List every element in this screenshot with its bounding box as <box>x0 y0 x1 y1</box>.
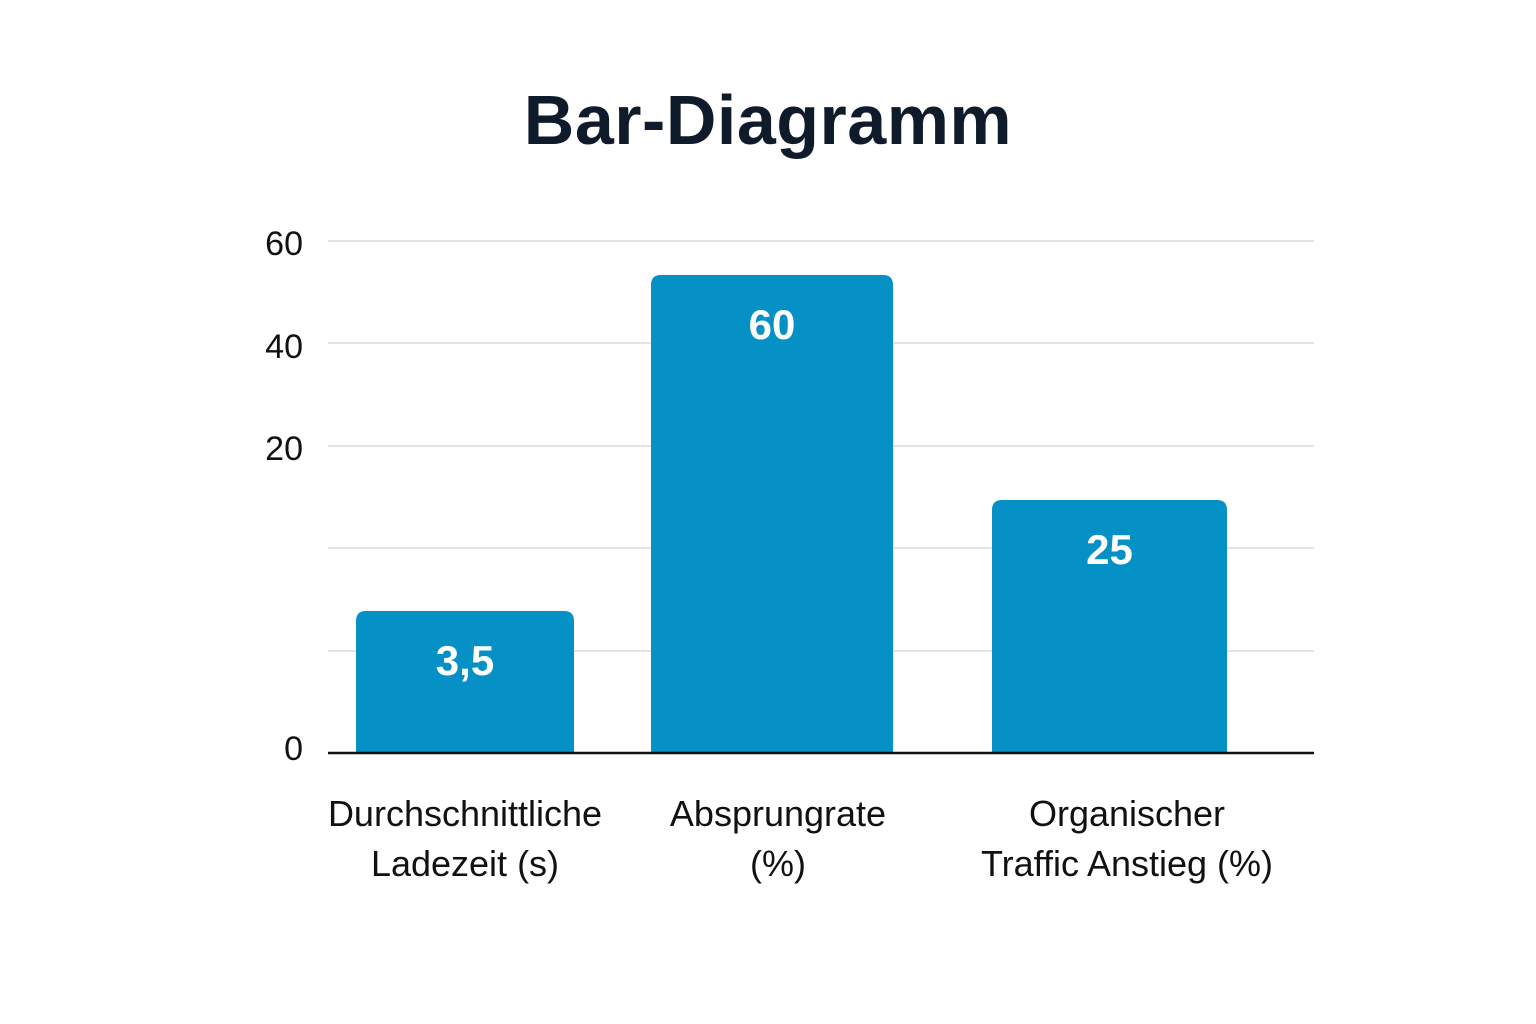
y-axis-ticks: 0 20 40 60 <box>265 225 303 768</box>
bar-value-label: 60 <box>749 301 796 348</box>
bar <box>992 500 1227 753</box>
chart-title: Bar-Diagramm <box>523 81 1013 159</box>
bar <box>651 275 893 753</box>
category-label: Durchschnittliche <box>328 793 602 834</box>
y-tick-label: 20 <box>265 430 303 468</box>
bar <box>356 611 574 753</box>
category-label: Traffic Anstieg (%) <box>981 843 1273 884</box>
bar-value-label: 3,5 <box>436 637 494 684</box>
category-label: Absprungrate <box>670 793 886 834</box>
y-tick-label: 40 <box>265 328 303 366</box>
bar-value-label: 25 <box>1086 526 1133 573</box>
bars: 3,5 60 25 <box>356 275 1227 753</box>
category-label: (%) <box>750 843 806 884</box>
y-tick-label: 0 <box>284 730 303 768</box>
category-label: Ladezeit (s) <box>371 843 559 884</box>
category-label: Organischer <box>1029 793 1225 834</box>
y-tick-label: 60 <box>265 225 303 263</box>
category-labels: Durchschnittliche Ladezeit (s) Absprungrat… <box>328 793 1273 884</box>
